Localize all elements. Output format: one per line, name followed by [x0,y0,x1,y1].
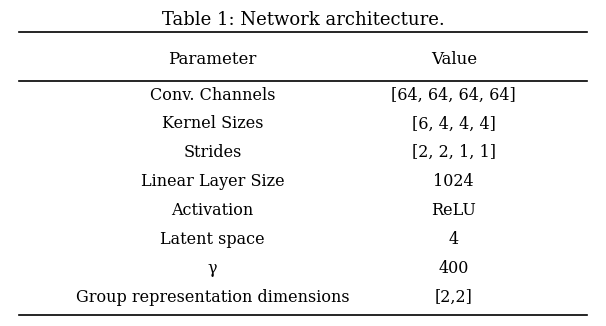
Text: Group representation dimensions: Group representation dimensions [76,289,349,306]
Text: [2,2]: [2,2] [435,289,473,306]
Text: γ: γ [208,260,218,277]
Text: ReLU: ReLU [431,202,476,219]
Text: Table 1: Network architecture.: Table 1: Network architecture. [162,11,444,29]
Text: Value: Value [431,51,477,68]
Text: Linear Layer Size: Linear Layer Size [141,173,284,190]
Text: Kernel Sizes: Kernel Sizes [162,115,263,132]
Text: Conv. Channels: Conv. Channels [150,86,275,104]
Text: 400: 400 [439,260,469,277]
Text: Latent space: Latent space [160,231,265,248]
Text: 4: 4 [449,231,459,248]
Text: [2, 2, 1, 1]: [2, 2, 1, 1] [412,144,496,161]
Text: Parameter: Parameter [168,51,257,68]
Text: 1024: 1024 [433,173,474,190]
Text: Activation: Activation [171,202,254,219]
Text: [6, 4, 4, 4]: [6, 4, 4, 4] [412,115,496,132]
Text: Strides: Strides [184,144,242,161]
Text: [64, 64, 64, 64]: [64, 64, 64, 64] [391,86,516,104]
